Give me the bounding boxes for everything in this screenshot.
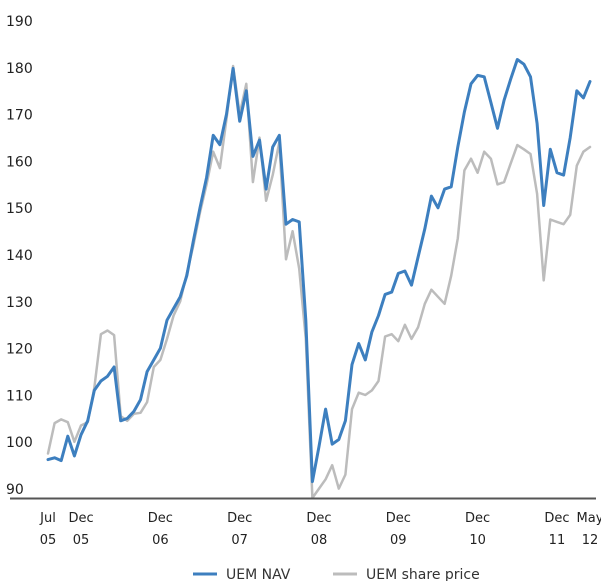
- x-tick-label-month: Dec: [465, 511, 490, 526]
- x-tick-label-month: Jul: [39, 511, 56, 526]
- y-tick-label: 150: [6, 201, 33, 217]
- series-line-uem-share-price: [46, 64, 592, 500]
- x-tick-label-year: 05: [73, 533, 90, 548]
- y-tick-label: 190: [6, 14, 33, 30]
- x-tick-label-year: 05: [40, 533, 57, 548]
- legend-label-uem-share-price: UEM share price: [366, 567, 480, 581]
- series-line-uem-nav: [46, 58, 592, 484]
- x-tick-label-year: 06: [152, 533, 169, 548]
- x-tick-label-year: 10: [469, 533, 486, 548]
- legend-item-uem-share-price: UEM share price: [333, 567, 480, 581]
- x-tick-label-year: 08: [311, 533, 328, 548]
- x-tick-label-month: Dec: [227, 511, 252, 526]
- x-tick-label-month: Dec: [544, 511, 569, 526]
- x-tick-label-month: May: [577, 511, 601, 526]
- y-tick-label: 160: [6, 154, 33, 170]
- y-tick-label: 120: [6, 342, 33, 358]
- x-tick-label-month: Dec: [306, 511, 331, 526]
- series-lines: [46, 58, 592, 500]
- y-axis-ticks: 90 100 110 120 130 140 150 160 170 180 190: [6, 14, 33, 498]
- x-tick-label-year: 12: [582, 533, 599, 548]
- y-tick-label: 90: [6, 482, 24, 498]
- legend: UEM NAV UEM share price: [193, 567, 480, 581]
- y-tick-label: 170: [6, 108, 33, 124]
- x-tick-label-month: Dec: [148, 511, 173, 526]
- y-tick-label: 140: [6, 248, 33, 264]
- y-tick-label: 110: [6, 388, 33, 404]
- y-tick-label: 180: [6, 61, 33, 77]
- x-axis-ticks: Jul 05 Dec 05 Dec 06 Dec 07 Dec 08 Dec 09 Dec 10 Dec 11…: [39, 511, 601, 548]
- x-tick-label-month: Dec: [386, 511, 411, 526]
- y-tick-label: 130: [6, 295, 33, 311]
- x-tick-label-year: 09: [390, 533, 407, 548]
- x-tick-label-month: Dec: [68, 511, 93, 526]
- x-tick-label-year: 11: [549, 533, 566, 548]
- x-tick-label-year: 07: [231, 533, 248, 548]
- y-tick-label: 100: [6, 435, 33, 451]
- legend-item-uem-nav: UEM NAV: [193, 567, 291, 581]
- legend-label-uem-nav: UEM NAV: [226, 567, 291, 581]
